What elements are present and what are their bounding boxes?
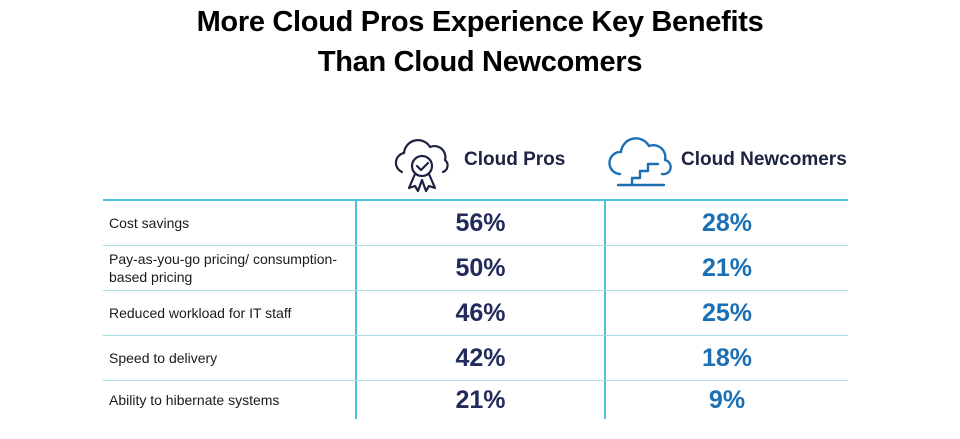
- newcomers-value: 21%: [604, 246, 848, 290]
- column-header: Cloud Pros: [464, 149, 566, 170]
- title-line: Than Cloud Newcomers: [317, 46, 643, 78]
- newcomers-value: 25%: [604, 291, 848, 335]
- table-row: Cost savings 56% 28%: [103, 201, 848, 246]
- pros-value: 50%: [355, 246, 604, 290]
- row-label: Ability to hibernate systems: [109, 392, 280, 408]
- newcomers-value: 28%: [604, 201, 848, 245]
- table-row: Pay-as-you-go pricing/ consumption-based…: [103, 246, 848, 291]
- newcomers-value: 18%: [604, 336, 848, 380]
- row-label: Pay-as-you-go pricing/ consumption-based…: [109, 251, 337, 285]
- cloud-badge-icon: [394, 139, 449, 193]
- pros-value: 21%: [355, 381, 604, 419]
- row-label: Reduced workload for IT staff: [109, 305, 292, 321]
- row-label: Speed to delivery: [109, 350, 218, 366]
- table-body: Cost savings 56% 28% Pay-as-you-go pricing/…: [103, 199, 848, 419]
- newcomers-value: 9%: [604, 381, 848, 419]
- pros-value: 42%: [355, 336, 604, 380]
- row-label: Cost savings: [109, 215, 190, 231]
- pros-value: 46%: [355, 291, 604, 335]
- cloud-stairs-icon: [608, 137, 672, 187]
- pros-value: 56%: [355, 201, 604, 245]
- table-row: Reduced workload for IT staff 46% 25%: [103, 291, 848, 336]
- table-row: Speed to delivery 42% 18%: [103, 336, 848, 381]
- table-row: Ability to hibernate systems 21% 9%: [103, 381, 848, 419]
- column-header: Cloud Newcomers: [681, 149, 847, 170]
- title-line: More Cloud Pros Experience Key Benefits: [196, 6, 764, 38]
